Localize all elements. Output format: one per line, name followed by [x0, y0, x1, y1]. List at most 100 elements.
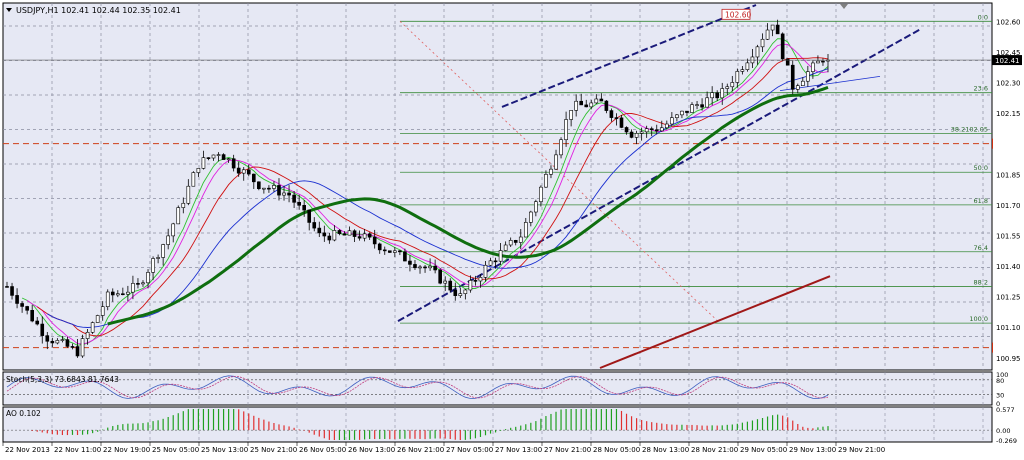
- stoch-main-line: [6, 375, 829, 400]
- candle-body: [453, 289, 458, 296]
- candle-body: [292, 194, 296, 203]
- time-tick-label: 28 Nov 21:00: [691, 446, 738, 454]
- time-tick-label: 26 Nov 13:00: [348, 446, 395, 454]
- candle-body: [700, 104, 704, 108]
- ma-red-line: [36, 57, 829, 337]
- time-tick-label: 25 Nov 21:00: [250, 446, 297, 454]
- candle-body: [745, 62, 750, 70]
- candle-body: [554, 154, 558, 170]
- time-tick-label: 22 Nov 11:00: [54, 446, 101, 454]
- ma-slow-line: [107, 85, 829, 326]
- stoch-tick-label: 0: [996, 400, 1000, 408]
- candle-body: [171, 223, 176, 237]
- fib-level-label: 38.2102.05: [951, 125, 988, 133]
- candle-body: [765, 29, 770, 40]
- candle-body: [95, 315, 100, 323]
- candle-body: [665, 123, 669, 129]
- candle-body: [352, 230, 357, 237]
- time-tick-label: 25 Nov 13:00: [201, 446, 248, 454]
- price-tick-label: 101.40: [996, 263, 1021, 271]
- candle-body: [357, 236, 362, 239]
- candle-body: [277, 185, 281, 196]
- candle-body: [564, 119, 568, 141]
- candle-body: [609, 110, 614, 118]
- candle-body: [448, 280, 453, 291]
- time-tick-label: 29 Nov 05:00: [740, 446, 787, 454]
- candle-body: [267, 187, 271, 190]
- candle-body: [65, 339, 70, 347]
- candle-body: [418, 266, 422, 269]
- stoch-tick-label: 30: [996, 391, 1004, 399]
- time-tick-label: 27 Nov 21:00: [544, 446, 591, 454]
- candle-body: [100, 306, 105, 316]
- ma-blue-line: [47, 68, 829, 328]
- candle-body: [614, 117, 619, 119]
- candle-body: [629, 131, 634, 138]
- time-tick-label: 22 Nov 2013: [5, 446, 50, 454]
- candle-body: [498, 250, 503, 262]
- candle-body: [282, 192, 286, 196]
- candle-body: [518, 236, 523, 243]
- price-tick-label: 102.60: [996, 18, 1021, 26]
- candle-body: [579, 100, 584, 106]
- candle-body: [670, 117, 674, 125]
- candle-body: [141, 282, 145, 285]
- candle-body: [403, 251, 407, 262]
- shift-marker-icon[interactable]: [840, 4, 848, 9]
- candle-body: [55, 340, 60, 344]
- candle-body: [569, 110, 573, 120]
- fibonacci-retracement[interactable]: 0.0 23.6 38.2102.05 50.0 61.8 76.4 88.2 100.0: [399, 13, 992, 324]
- candle-body: [433, 265, 437, 271]
- candle-body: [322, 232, 327, 237]
- stochastic-label: Stoch(5,3,3) 73.6843 81.7643: [6, 375, 119, 384]
- candle-body: [821, 60, 825, 63]
- candle-body: [725, 86, 730, 89]
- candle-body: [337, 230, 342, 234]
- candle-body: [151, 258, 155, 273]
- price-tick-label: 101.10: [996, 324, 1021, 332]
- candle-body: [236, 167, 241, 174]
- fib-level-label: 88.2: [974, 278, 988, 286]
- candle-body: [644, 128, 649, 133]
- candle-body: [780, 33, 785, 60]
- candle-body: [110, 291, 115, 296]
- price-tick-label: 101.85: [996, 171, 1021, 179]
- candle-body: [201, 157, 206, 169]
- price-axis: 102.60 102.45 102.30 102.15 101.85 101.70 101.…: [3, 0, 1024, 456]
- candle-body: [428, 265, 432, 269]
- candle-body: [241, 169, 246, 174]
- stochastic-lines: [6, 375, 829, 400]
- candle-body: [393, 250, 397, 253]
- candlesticks: 102.60: [5, 8, 830, 358]
- candle-body: [307, 209, 312, 223]
- candle-body: [584, 104, 589, 108]
- stoch-tick-label: 100: [996, 371, 1008, 379]
- candle-body: [156, 257, 160, 259]
- price-panel: [2, 2, 993, 371]
- candle-body: [287, 192, 291, 196]
- candle-body: [680, 110, 684, 116]
- price-tick-label: 102.15: [996, 110, 1021, 118]
- current-price-tag: [992, 55, 1022, 66]
- candle-body: [317, 227, 322, 234]
- price-tick-label: 102.45: [996, 49, 1021, 57]
- candle-body: [478, 277, 483, 282]
- candle-body: [131, 283, 135, 293]
- price-tick-label: 101.70: [996, 202, 1021, 210]
- candle-body: [251, 173, 256, 183]
- candle-body: [75, 346, 80, 357]
- candle-body: [690, 104, 694, 113]
- candle-body: [589, 102, 594, 108]
- candle-body: [770, 24, 775, 31]
- candle-body: [760, 38, 765, 48]
- time-tick-label: 28 Nov 13:00: [642, 446, 689, 454]
- candle-body: [186, 185, 191, 204]
- candle-body: [382, 249, 387, 252]
- candle-body: [619, 117, 624, 128]
- fib-level-label: 0.0: [978, 13, 988, 21]
- candle-body: [599, 98, 604, 102]
- candle-body: [720, 88, 725, 99]
- ao-panel: [2, 406, 993, 443]
- candle-body: [559, 139, 563, 156]
